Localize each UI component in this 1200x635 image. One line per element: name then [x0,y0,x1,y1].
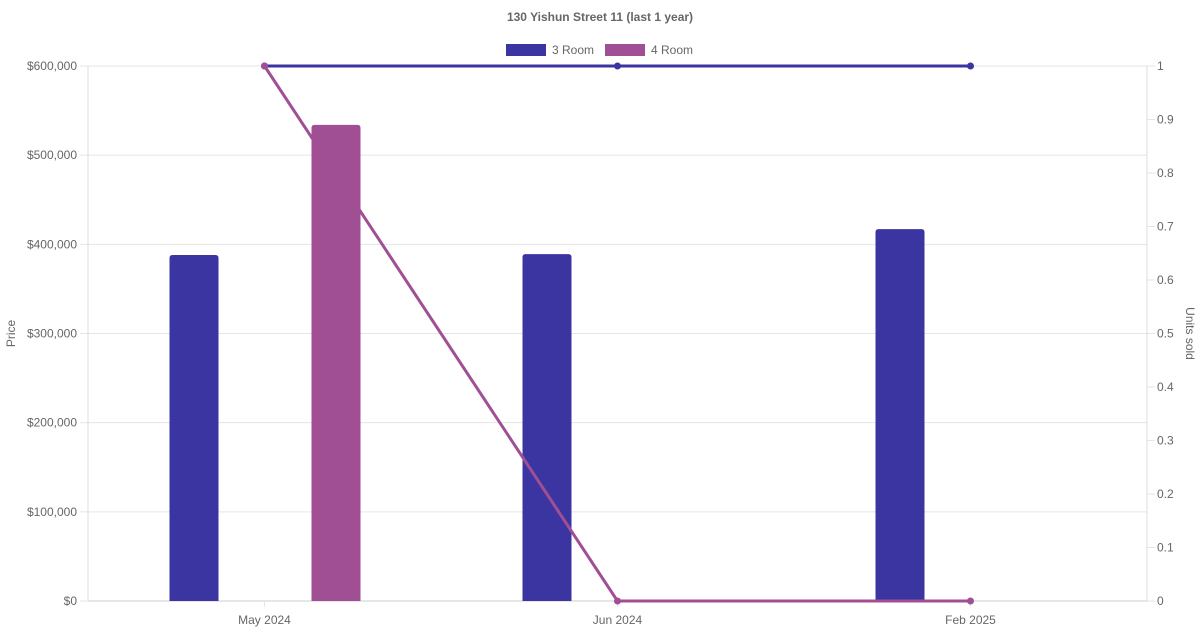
legend-swatch [605,44,645,56]
y-right-tick-label: 0.9 [1157,113,1174,127]
y-right-tick-label: 0.1 [1157,541,1174,555]
y-right-tick-label: 0.7 [1157,220,1174,234]
point-4-room[interactable] [261,62,268,70]
y-right-tick-label: 0.2 [1157,487,1174,501]
legend-layer[interactable]: 3 Room 4 Room [506,43,693,57]
y-left-tick-label: $400,000 [27,237,77,251]
bar-4-room[interactable] [311,124,361,601]
y-right-tick-label: 0.8 [1157,166,1174,180]
point-4-room[interactable] [614,597,621,605]
y-left-axis-title: Price [4,320,18,348]
y-right-tick-label: 0.6 [1157,273,1174,287]
x-tick-label: May 2024 [238,613,291,627]
bar-3-room[interactable] [875,229,925,602]
point-3-room[interactable] [967,62,974,70]
bar-3-room[interactable] [169,255,219,602]
chart-title: 130 Yishun Street 11 (last 1 year) [507,10,693,24]
legend-item-3-room[interactable]: 3 Room [506,43,594,57]
y-left-tick-label: $100,000 [27,505,77,519]
point-3-room[interactable] [614,62,621,70]
y-right-tick-label: 0.5 [1157,327,1174,341]
legend-label: 3 Room [552,43,594,57]
y-right-tick-label: 0.4 [1157,380,1174,394]
y-right-tick-label: 1 [1157,59,1164,73]
axis-layer: $0 $100,000 $200,000 $300,000 $400,000 $500,0… [4,59,1197,627]
y-left-tick-label: $500,000 [27,148,77,162]
legend-label: 4 Room [651,43,693,57]
y-left-tick-label: $600,000 [27,59,77,73]
y-right-tick-label: 0.3 [1157,434,1174,448]
grid-layer [80,65,1155,607]
legend-item-4-room[interactable]: 4 Room [605,43,693,57]
bar-layer [169,124,925,602]
y-left-tick-label: $300,000 [27,327,77,341]
bar-3-room[interactable] [522,254,572,601]
line-layer [261,62,974,605]
y-right-tick-label: 0 [1157,594,1164,608]
y-left-tick-label: $0 [64,594,78,608]
legend-swatch [506,44,546,56]
y-left-tick-label: $200,000 [27,416,77,430]
y-right-axis-title: Units sold [1183,307,1197,360]
x-tick-label: Jun 2024 [593,613,643,627]
x-tick-label: Feb 2025 [945,613,996,627]
point-4-room[interactable] [967,597,974,605]
